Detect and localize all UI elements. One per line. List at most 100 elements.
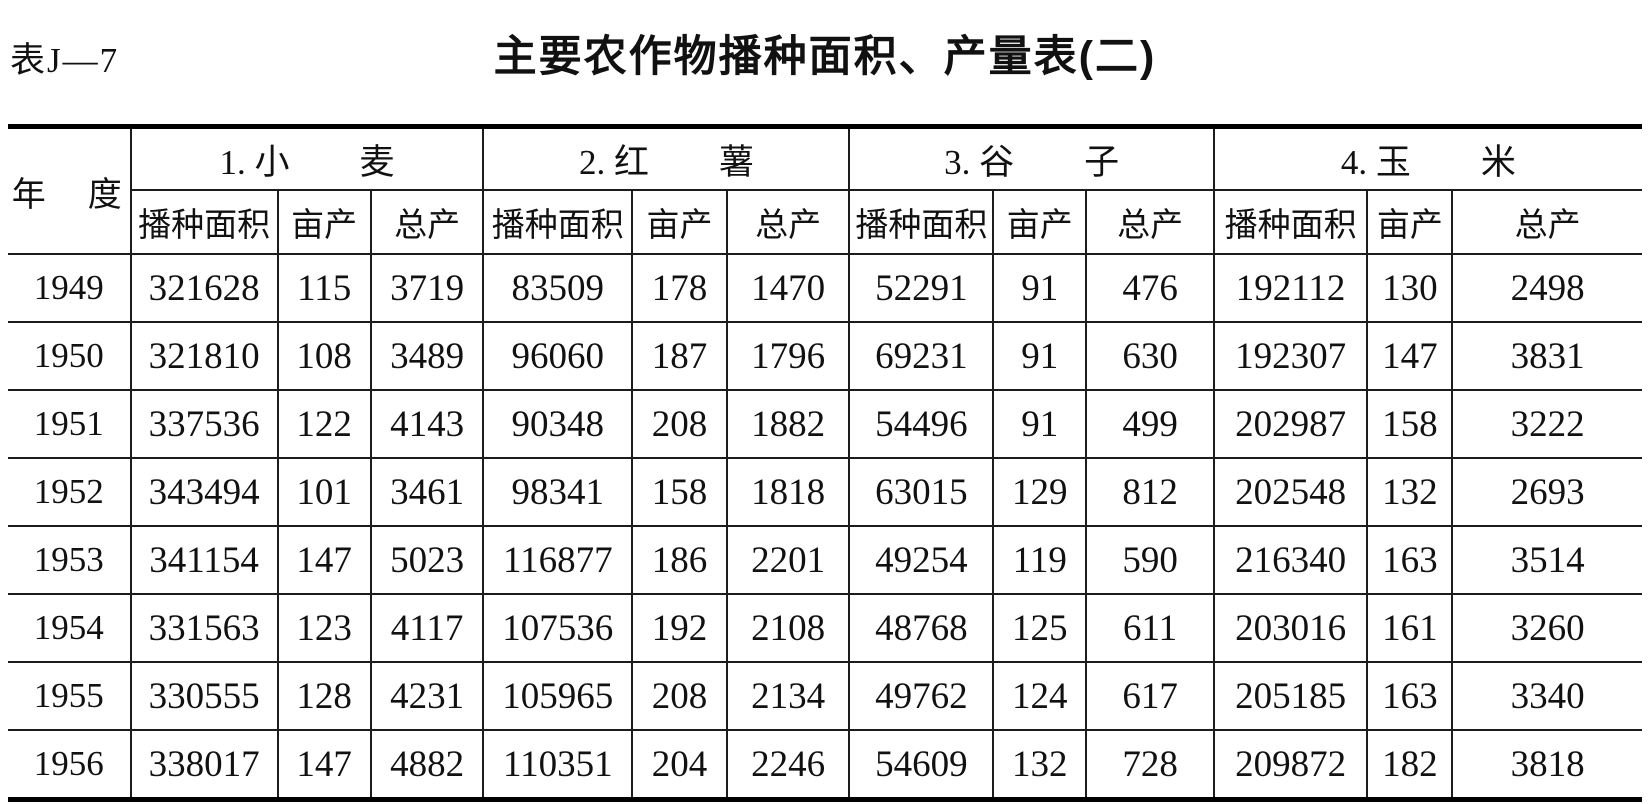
value-cell: 4117 (369, 593, 485, 663)
column-header-millet-total: 总产 (1085, 189, 1215, 255)
table-row: 1955 330555 128 4231 105965 208 2134 49762 124 61… (8, 661, 1642, 731)
value-cell: 69231 (848, 321, 995, 391)
value-cell: 1818 (725, 457, 851, 527)
table-row: 1954 331563 123 4117 107536 192 2108 48768 125 61… (8, 593, 1642, 663)
value-cell: 3489 (369, 321, 485, 391)
value-cell: 147 (276, 525, 372, 595)
value-cell: 83509 (482, 253, 634, 323)
value-cell: 330555 (129, 661, 279, 731)
column-header-wheat-total: 总产 (369, 189, 485, 255)
value-cell: 161 (1366, 593, 1454, 663)
page-title: 主要农作物播种面积、产量表(二) (493, 33, 1157, 81)
value-cell: 2201 (725, 525, 851, 595)
value-cell: 192112 (1212, 253, 1369, 323)
column-group-sweet-potato: 2. 红 薯 (482, 125, 851, 191)
column-group-wheat: 1. 小 麦 (129, 125, 485, 191)
value-cell: 101 (276, 457, 372, 527)
column-header-millet-area: 播种面积 (848, 189, 995, 255)
value-cell: 147 (1366, 321, 1454, 391)
value-cell: 105965 (482, 661, 634, 731)
value-cell: 54496 (848, 389, 995, 459)
value-cell: 115 (276, 253, 372, 323)
value-cell: 123 (276, 593, 372, 663)
crops-table: 年 度 1. 小 麦 2. 红 薯 3. 谷 子 4. 玉 米 播种面积 亩产 … (8, 124, 1642, 802)
year-cell: 1950 (8, 321, 132, 391)
value-cell: 205185 (1212, 661, 1369, 731)
table-row: 1950 321810 108 3489 96060 187 1796 69231 91 630 1… (8, 321, 1642, 391)
value-cell: 208 (631, 389, 728, 459)
value-cell: 331563 (129, 593, 279, 663)
value-cell: 812 (1085, 457, 1215, 527)
value-cell: 91 (992, 389, 1088, 459)
value-cell: 3260 (1451, 593, 1642, 663)
table-number: 表J—7 (10, 41, 120, 80)
value-cell: 3222 (1451, 389, 1642, 459)
column-header-sweet-potato-area: 播种面积 (482, 189, 634, 255)
value-cell: 132 (992, 729, 1088, 801)
value-cell: 54609 (848, 729, 995, 801)
value-cell: 130 (1366, 253, 1454, 323)
table-row: 1951 337536 122 4143 90348 208 1882 54496 91 499 2… (8, 389, 1642, 459)
value-cell: 107536 (482, 593, 634, 663)
year-cell: 1955 (8, 661, 132, 731)
column-header-corn-per-mu: 亩产 (1366, 189, 1454, 255)
value-cell: 158 (1366, 389, 1454, 459)
value-cell: 125 (992, 593, 1088, 663)
value-cell: 49762 (848, 661, 995, 731)
value-cell: 91 (992, 253, 1088, 323)
value-cell: 3340 (1451, 661, 1642, 731)
year-cell: 1951 (8, 389, 132, 459)
table-row: 1952 343494 101 3461 98341 158 1818 63015 129 812… (8, 457, 1642, 527)
value-cell: 3719 (369, 253, 485, 323)
value-cell: 1882 (725, 389, 851, 459)
value-cell: 2498 (1451, 253, 1642, 323)
value-cell: 108 (276, 321, 372, 391)
value-cell: 163 (1366, 525, 1454, 595)
value-cell: 321628 (129, 253, 279, 323)
column-header-millet-per-mu: 亩产 (992, 189, 1088, 255)
year-cell: 1949 (8, 253, 132, 323)
value-cell: 208 (631, 661, 728, 731)
value-cell: 3831 (1451, 321, 1642, 391)
value-cell: 3461 (369, 457, 485, 527)
table-row: 1953 341154 147 5023 116877 186 2201 49254 119 59… (8, 525, 1642, 595)
value-cell: 5023 (369, 525, 485, 595)
value-cell: 110351 (482, 729, 634, 801)
column-group-corn: 4. 玉 米 (1212, 125, 1642, 191)
sub-header-row: 播种面积 亩产 总产 播种面积 亩产 总产 播种面积 亩产 总产 播种面积 亩产… (8, 189, 1642, 255)
value-cell: 341154 (129, 525, 279, 595)
value-cell: 186 (631, 525, 728, 595)
value-cell: 2693 (1451, 457, 1642, 527)
value-cell: 49254 (848, 525, 995, 595)
value-cell: 3514 (1451, 525, 1642, 595)
value-cell: 611 (1085, 593, 1215, 663)
value-cell: 158 (631, 457, 728, 527)
value-cell: 48768 (848, 593, 995, 663)
value-cell: 192307 (1212, 321, 1369, 391)
year-cell: 1956 (8, 729, 132, 801)
value-cell: 98341 (482, 457, 634, 527)
year-cell: 1954 (8, 593, 132, 663)
column-header-sweet-potato-per-mu: 亩产 (631, 189, 728, 255)
value-cell: 617 (1085, 661, 1215, 731)
value-cell: 122 (276, 389, 372, 459)
value-cell: 343494 (129, 457, 279, 527)
column-header-wheat-area: 播种面积 (130, 189, 279, 255)
value-cell: 630 (1085, 321, 1215, 391)
value-cell: 178 (631, 253, 728, 323)
value-cell: 590 (1085, 525, 1215, 595)
value-cell: 90348 (482, 389, 634, 459)
year-cell: 1953 (8, 525, 132, 595)
value-cell: 147 (276, 729, 372, 801)
value-cell: 203016 (1212, 593, 1369, 663)
value-cell: 209872 (1212, 729, 1369, 801)
value-cell: 1796 (725, 321, 851, 391)
value-cell: 128 (276, 661, 372, 731)
column-header-wheat-per-mu: 亩产 (276, 189, 372, 255)
value-cell: 187 (631, 321, 728, 391)
column-group-millet: 3. 谷 子 (848, 125, 1215, 191)
value-cell: 4143 (369, 389, 485, 459)
column-header-corn-total: 总产 (1451, 189, 1642, 255)
title-block: 表J—7 主要农作物播种面积、产量表(二) (0, 0, 1650, 124)
